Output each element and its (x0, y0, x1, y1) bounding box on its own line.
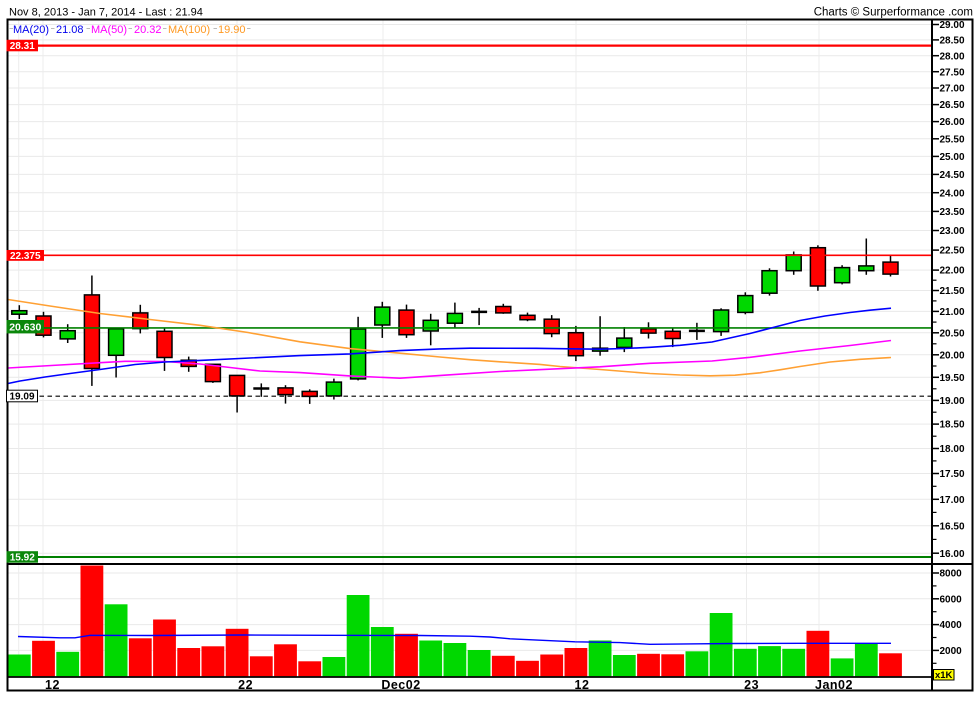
svg-text:27.50: 27.50 (940, 67, 965, 78)
svg-text:25.00: 25.00 (940, 152, 965, 163)
svg-text:17.50: 17.50 (940, 469, 965, 480)
svg-text:4000: 4000 (940, 620, 963, 631)
svg-text:20.630: 20.630 (9, 321, 41, 333)
svg-text:18.50: 18.50 (940, 420, 965, 431)
svg-text:28.31: 28.31 (10, 41, 35, 52)
svg-text:8000: 8000 (940, 569, 963, 580)
svg-text:22.50: 22.50 (940, 246, 965, 257)
svg-text:15.92: 15.92 (10, 553, 35, 564)
svg-text:29.00: 29.00 (940, 20, 965, 31)
svg-text:27.00: 27.00 (940, 84, 965, 95)
svg-text:Nov 8, 2013 - Jan 7, 2014 - La: Nov 8, 2013 - Jan 7, 2014 - Last : 21.94 (9, 7, 203, 19)
svg-text:19.09: 19.09 (9, 392, 34, 403)
svg-text:Charts © Surperformance .com: Charts © Surperformance .com (814, 7, 973, 19)
svg-text:23.00: 23.00 (940, 226, 965, 237)
svg-text:12: 12 (45, 678, 60, 692)
svg-text:20.00: 20.00 (940, 350, 965, 361)
svg-text:16.00: 16.00 (940, 549, 965, 560)
svg-text:19.00: 19.00 (940, 396, 965, 407)
svg-text:21.50: 21.50 (940, 286, 965, 297)
svg-text:19.90: 19.90 (218, 24, 246, 36)
svg-text:17.00: 17.00 (940, 495, 965, 506)
svg-text:16.50: 16.50 (940, 521, 965, 532)
svg-text:25.50: 25.50 (940, 134, 965, 145)
svg-text:22.00: 22.00 (940, 266, 965, 277)
svg-text:21.08: 21.08 (56, 24, 84, 36)
svg-text:12: 12 (575, 678, 590, 692)
svg-text:MA(20): MA(20) (13, 24, 49, 36)
svg-text:21.00: 21.00 (940, 307, 965, 318)
svg-text:Dec02: Dec02 (381, 678, 420, 692)
svg-text:23: 23 (744, 678, 759, 692)
svg-text:MA(100): MA(100) (168, 24, 210, 36)
svg-text:18.00: 18.00 (940, 444, 965, 455)
svg-text:26.00: 26.00 (940, 117, 965, 128)
svg-text:Jan02: Jan02 (815, 678, 853, 692)
svg-text:x1K: x1K (935, 670, 953, 681)
svg-text:19.50: 19.50 (940, 373, 965, 384)
svg-text:26.50: 26.50 (940, 100, 965, 111)
svg-text:22: 22 (238, 678, 253, 692)
svg-text:28.50: 28.50 (940, 36, 965, 47)
svg-text:22.375: 22.375 (10, 251, 41, 262)
svg-text:2000: 2000 (940, 646, 963, 657)
svg-text:6000: 6000 (940, 594, 963, 605)
svg-text:MA(50): MA(50) (91, 24, 127, 36)
svg-text:24.00: 24.00 (940, 188, 965, 199)
svg-text:28.00: 28.00 (940, 51, 965, 62)
svg-text:20.50: 20.50 (940, 328, 965, 339)
svg-text:24.50: 24.50 (940, 170, 965, 181)
svg-text:23.50: 23.50 (940, 207, 965, 218)
svg-text:20.32: 20.32 (134, 24, 162, 36)
